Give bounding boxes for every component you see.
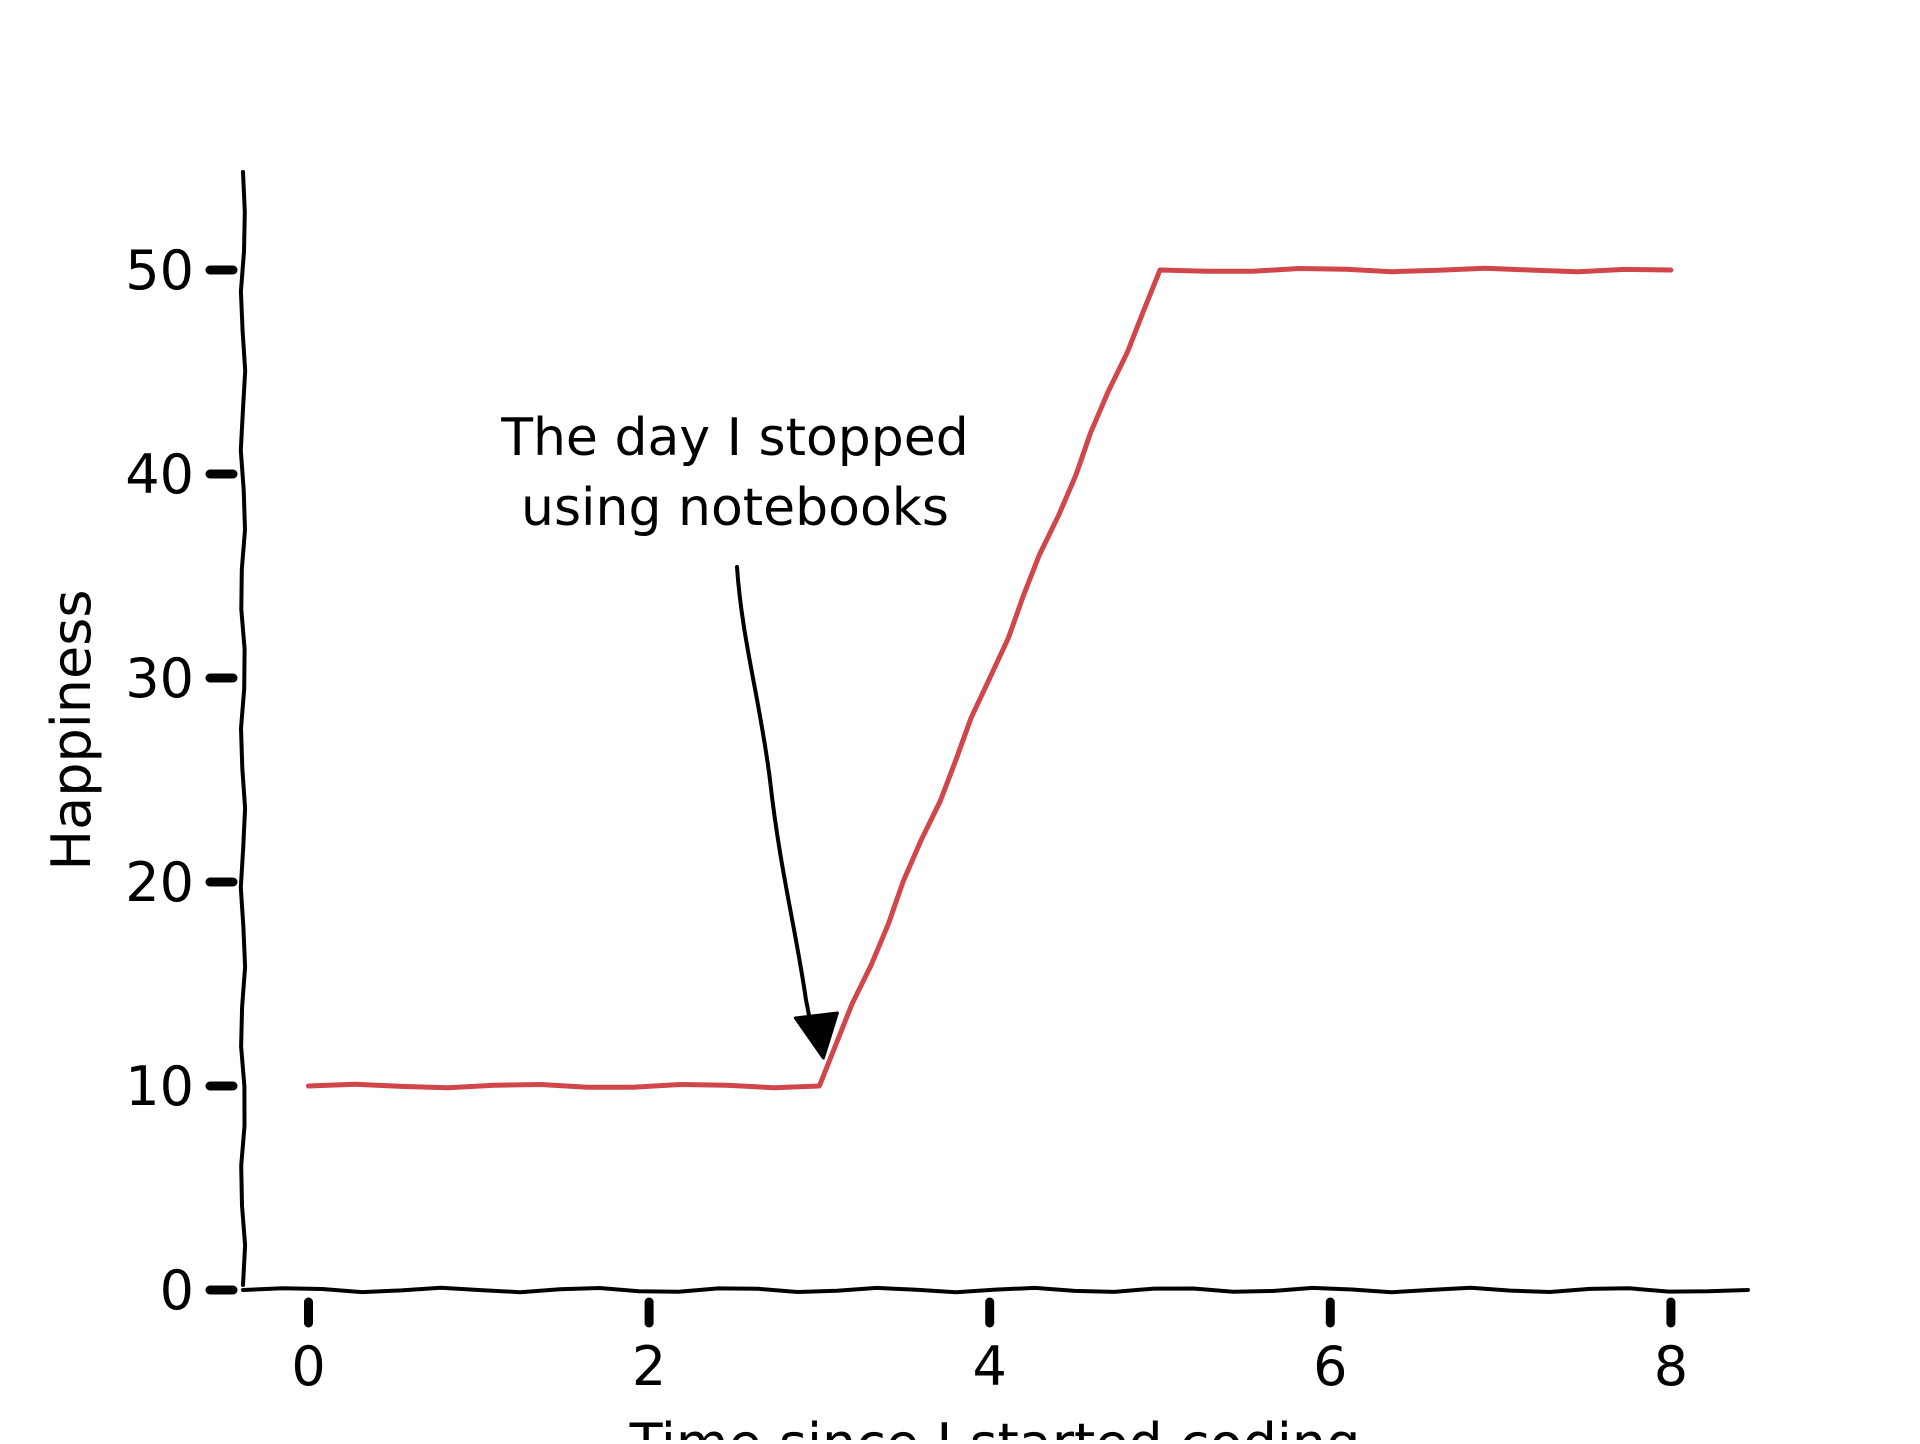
x-tick-label: 6 [1313, 1335, 1347, 1398]
x-tick-label: 8 [1654, 1335, 1688, 1398]
annotation-text-line: using notebooks [521, 478, 949, 538]
x-axis-line [243, 1288, 1748, 1292]
y-tick-label: 50 [125, 239, 194, 302]
series-line [309, 268, 1671, 1087]
y-tick-label: 20 [125, 851, 194, 914]
y-tick-label: 10 [125, 1055, 194, 1118]
x-tick-label: 0 [291, 1335, 325, 1398]
x-tick-label: 4 [973, 1335, 1007, 1398]
y-tick-label: 0 [160, 1259, 194, 1322]
y-tick-label: 30 [125, 647, 194, 710]
y-axis-label: Happiness [40, 590, 103, 871]
x-tick-label: 2 [632, 1335, 666, 1398]
y-axis-line [241, 172, 245, 1285]
annotation-arrow-shaft [737, 567, 813, 1040]
annotation-text-line: The day I stopped [500, 408, 969, 468]
y-tick-label: 40 [125, 443, 194, 506]
x-axis-label: Time since I started coding [629, 1412, 1361, 1440]
